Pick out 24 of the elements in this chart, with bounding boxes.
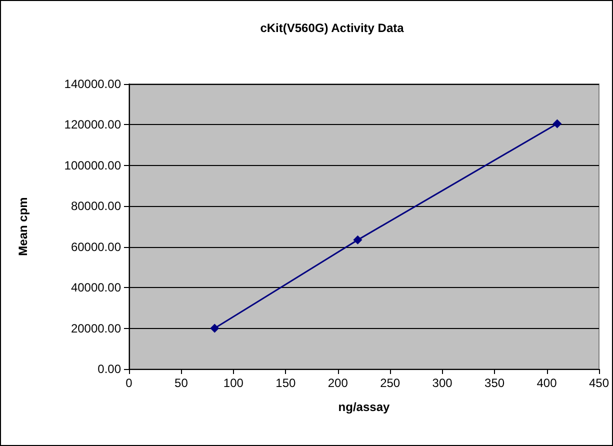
y-tick-label: 60000.00	[70, 240, 122, 254]
x-tick-label: 400	[536, 376, 558, 390]
y-axis-title: Mean cpm	[16, 197, 30, 256]
x-tick-label: 250	[380, 376, 400, 390]
chart-title: cKit(V560G) Activity Data	[260, 21, 404, 35]
y-tick-label: 40000.00	[70, 280, 122, 295]
x-tick-label: 100	[223, 376, 244, 390]
x-tick-label: 0	[126, 376, 133, 390]
x-axis-title: ng/assay	[338, 400, 390, 414]
y-tick-label: 140000.00	[64, 77, 122, 91]
y-tick-label: 0.00	[98, 362, 122, 376]
x-tick-label: 300	[432, 376, 453, 390]
point	[552, 119, 562, 128]
x-tick-label: 350	[484, 376, 505, 390]
point	[210, 324, 220, 333]
x-tick-label: 450	[588, 376, 610, 390]
y-tick-label: 120000.00	[64, 118, 122, 132]
x-tick-label: 50	[174, 376, 188, 390]
x-tick-label: 200	[328, 376, 348, 390]
point	[353, 235, 362, 244]
y-tick-label: 20000.00	[70, 321, 122, 336]
y-tick-label: 100000.00	[64, 158, 122, 172]
y-tick-label: 80000.00	[70, 199, 122, 214]
x-tick-label: 150	[276, 376, 296, 390]
